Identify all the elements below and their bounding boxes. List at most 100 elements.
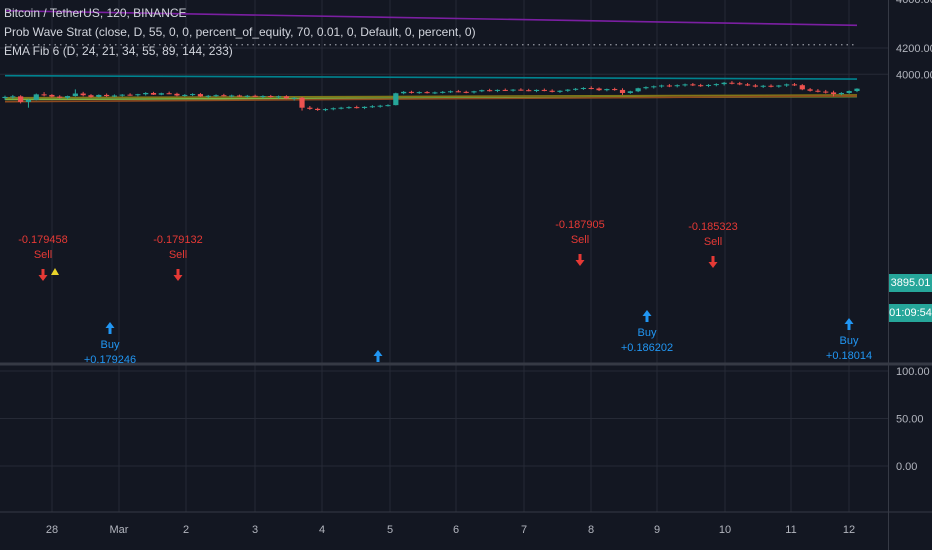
sell-label: Sell: [169, 249, 187, 261]
countdown-label: 01:09:54: [889, 304, 932, 322]
candle-body: [643, 87, 649, 89]
candle-body: [627, 91, 633, 93]
candle-body: [580, 87, 587, 89]
candle-body: [25, 99, 32, 102]
candle-body: [236, 95, 243, 97]
buy-signal: Buy +0.186202: [621, 310, 673, 354]
osc-tick-label: 100.00: [896, 366, 930, 378]
candle-body: [666, 85, 673, 87]
candle-body: [471, 91, 477, 93]
sell-arrow-icon: [38, 269, 48, 281]
candle-body: [565, 89, 571, 91]
candle-body: [127, 94, 133, 96]
candle-body: [455, 91, 461, 93]
sell-signal: Sell -0.185323: [688, 221, 738, 268]
candle-body: [854, 88, 860, 92]
candle-body: [510, 89, 516, 91]
oscillator-axis: 100.00 50.00 0.00: [896, 366, 930, 473]
candle-body: [96, 94, 102, 97]
time-tick-label: 8: [588, 524, 594, 536]
candle-body: [612, 89, 618, 91]
candle-body: [393, 93, 399, 106]
candle-body: [143, 92, 149, 95]
candle-body: [721, 82, 727, 85]
time-tick-label: 11: [785, 524, 796, 536]
candle-body: [119, 94, 125, 96]
candle-body: [401, 91, 407, 94]
ema-line: [4, 95, 858, 103]
candle-body: [424, 92, 430, 94]
time-tick-label: 7: [521, 524, 527, 536]
buy-arrow-icon: [642, 310, 652, 322]
sell-arrow-icon: [173, 269, 183, 281]
candle-body: [713, 84, 719, 86]
candle-body: [682, 84, 688, 86]
candle-body: [229, 95, 235, 97]
candle-body: [385, 105, 391, 107]
candle-body: [752, 85, 758, 87]
price-tick-label: 4000.00: [896, 69, 932, 81]
buy-arrow-icon: [105, 322, 115, 334]
candle-body: [275, 96, 282, 98]
candle-body: [463, 91, 469, 93]
symbol-title[interactable]: Bitcoin / TetherUS, 120, BINANCE: [4, 6, 187, 20]
candle-body: [487, 90, 493, 92]
candle-body: [57, 96, 63, 98]
ema-legend[interactable]: EMA Fib 6 (D, 24, 21, 34, 55, 89, 144, 2…: [4, 44, 233, 58]
candle-body: [33, 94, 39, 100]
candle-body: [49, 94, 55, 97]
ema-line: [4, 74, 858, 80]
candle-body: [541, 89, 547, 91]
candle-body: [283, 96, 289, 99]
candle-body: [80, 93, 86, 96]
buy-signal: Buy +0.179246: [84, 322, 136, 366]
candle-body: [252, 95, 258, 97]
candle-body: [698, 85, 704, 87]
price-tick-label: 4200.00: [896, 43, 932, 55]
candle-body: [338, 107, 344, 109]
candle-body: [260, 96, 266, 98]
candle-body: [174, 93, 180, 96]
time-tick-label: 6: [453, 524, 459, 536]
candle-body: [447, 91, 454, 93]
sell-arrow-icon: [708, 256, 718, 268]
osc-tick-label: 0.00: [896, 461, 917, 473]
ema-lines: [4, 9, 858, 103]
candle-body: [2, 96, 8, 99]
candle-body: [416, 92, 422, 94]
candle-body: [244, 95, 250, 97]
buy-value: +0.186202: [621, 342, 673, 354]
candles[interactable]: [2, 81, 860, 112]
time-tick-label: 3: [252, 524, 258, 536]
time-tick-label: 12: [843, 524, 855, 536]
buy-arrow-icon: [373, 350, 383, 362]
candle-body: [479, 90, 485, 92]
candle-body: [838, 92, 844, 95]
sell-label: Sell: [571, 234, 589, 246]
sell-label: Sell: [704, 236, 722, 248]
candle-body: [166, 93, 172, 95]
candle-body: [768, 85, 774, 87]
candle-body: [72, 93, 78, 97]
last-price-label: 3895.01: [889, 274, 932, 292]
strategy-legend[interactable]: Prob Wave Strat (close, D, 55, 0, 0, per…: [4, 25, 476, 39]
time-axis[interactable]: 28 Mar 2 3 4 5 6 7 8 9 10 11 12: [46, 524, 855, 536]
candle-body: [150, 92, 157, 95]
candle-body: [330, 108, 336, 110]
sell-label: Sell: [34, 249, 52, 261]
candle-body: [573, 88, 579, 90]
buy-label: Buy: [638, 327, 657, 339]
candle-body: [346, 107, 352, 109]
sell-value: -0.179132: [153, 234, 203, 246]
price-tick-label: 4600.00: [896, 0, 932, 6]
time-tick-label: 5: [387, 524, 393, 536]
time-tick-label: 10: [719, 524, 731, 536]
buy-arrow-icon: [844, 318, 854, 330]
chart-legend: Bitcoin / TetherUS, 120, BINANCE Prob Wa…: [4, 4, 476, 61]
candle-body: [205, 95, 211, 97]
sell-value: -0.185323: [688, 221, 738, 233]
